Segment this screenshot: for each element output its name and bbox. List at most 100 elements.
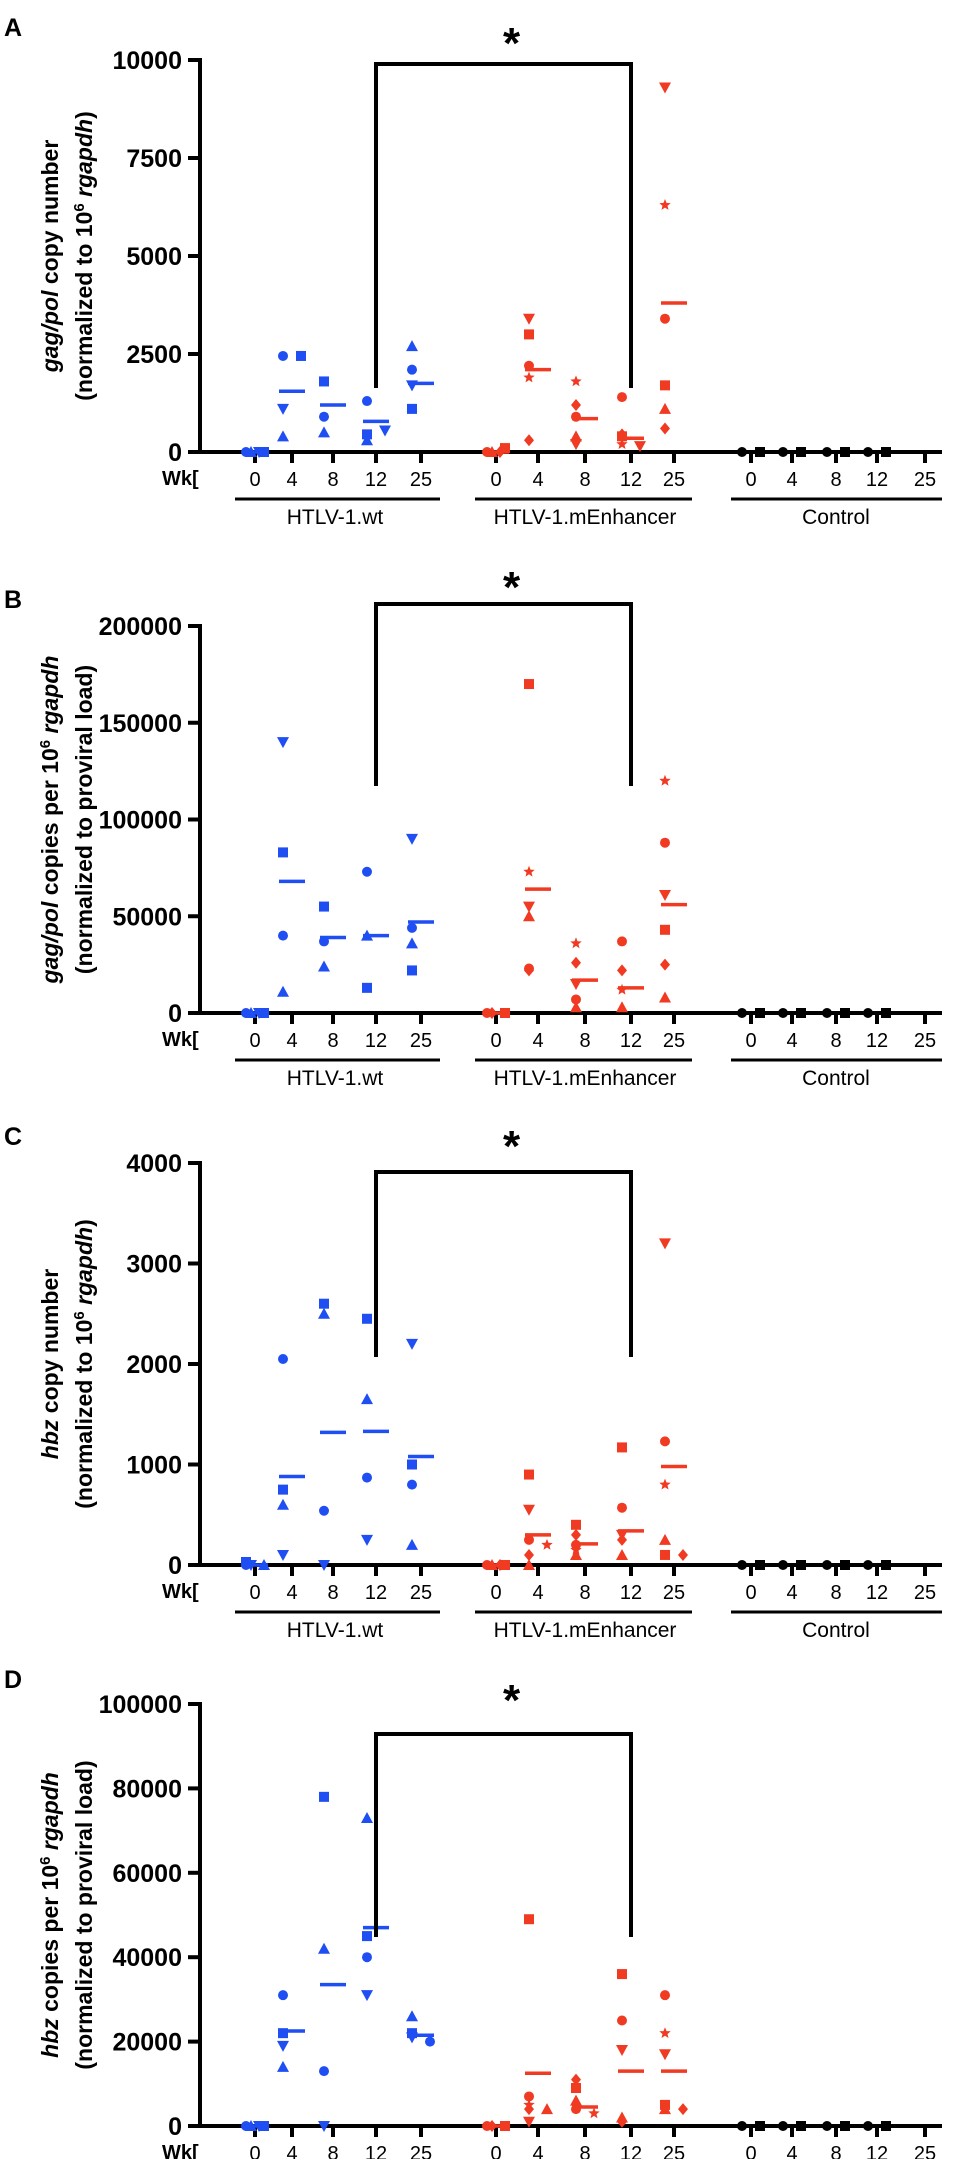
- data-point: [659, 2049, 671, 2061]
- y-axis-title-part: rgapdh: [37, 656, 63, 734]
- y-axis-title-part: 6: [71, 203, 88, 211]
- data-point: [407, 922, 417, 933]
- data-point: [570, 1001, 582, 1013]
- data-point: [659, 2027, 671, 2038]
- y-tick-label: 5000: [126, 243, 182, 271]
- significance-star: *: [503, 19, 521, 68]
- data-point: [362, 982, 372, 993]
- x-tick-label: 8: [579, 2143, 590, 2159]
- data-point: [617, 1969, 627, 1980]
- x-tick-label: 12: [620, 1030, 642, 1052]
- data-point: [796, 1560, 806, 1570]
- x-tick-label: 25: [410, 469, 432, 491]
- y-axis-title-part: rgapdh: [71, 119, 97, 197]
- x-tick-label: 0: [249, 1582, 260, 1604]
- data-point: [755, 447, 765, 457]
- data-point: [570, 430, 582, 442]
- data-point: [319, 901, 329, 912]
- x-tick-label: 8: [327, 2143, 338, 2159]
- data-point: [319, 2066, 329, 2077]
- x-tick-label: 25: [914, 1582, 936, 1604]
- significance-bracket: [374, 1170, 633, 1357]
- data-point: [660, 1990, 670, 2001]
- data-point: [523, 1504, 535, 1516]
- y-axis-title: (normalized to proviral load): [71, 665, 97, 974]
- data-point: [277, 403, 289, 415]
- data-point: [840, 1560, 850, 1570]
- data-point: [500, 443, 510, 454]
- data-point: [296, 350, 306, 361]
- y-tick-label: 0: [168, 2113, 182, 2141]
- data-point: [616, 2045, 628, 2057]
- data-point: [617, 964, 627, 977]
- data-point: [796, 447, 806, 457]
- x-tick-label: 12: [620, 469, 642, 491]
- data-point: [318, 426, 330, 438]
- y-tick-label: 60000: [112, 1860, 182, 1888]
- x-tick-label: 25: [410, 1030, 432, 1052]
- y-axis-title-part: copy number: [37, 140, 63, 291]
- data-point: [362, 1472, 372, 1483]
- data-point: [634, 441, 646, 453]
- data-point: [571, 994, 581, 1005]
- data-point: [881, 447, 891, 457]
- x-tick-label: 4: [786, 2143, 797, 2159]
- group-label: HTLV-1.wt: [287, 1067, 384, 1090]
- data-point: [863, 2121, 873, 2131]
- data-point: [362, 866, 372, 877]
- data-point: [660, 1549, 670, 1560]
- data-point: [541, 2103, 553, 2115]
- x-tick-label: 8: [579, 1030, 590, 1052]
- y-tick-label: 4000: [126, 1150, 182, 1178]
- x-tick-label: 12: [365, 2143, 387, 2159]
- y-tick-label: 80000: [112, 1775, 182, 1803]
- y-axis-title-part: rgapdh: [37, 1772, 63, 1850]
- data-point: [319, 1791, 329, 1802]
- x-tick-label: 4: [786, 469, 797, 491]
- x-tick-label: 25: [914, 1030, 936, 1052]
- data-point: [678, 1548, 688, 1561]
- data-point: [277, 1498, 289, 1510]
- y-axis-title-part: rgapdh: [71, 1227, 97, 1305]
- data-point: [778, 447, 788, 457]
- data-point: [318, 1307, 330, 1319]
- data-point: [407, 1459, 417, 1470]
- data-point: [617, 2115, 627, 2128]
- y-axis-title-part: (normalized to 10: [71, 1320, 97, 1509]
- data-point: [379, 425, 391, 437]
- data-point: [361, 434, 373, 446]
- data-point: [840, 1008, 850, 1018]
- group-label: HTLV-1.mEnhancer: [494, 1619, 677, 1642]
- data-point: [616, 1001, 628, 1013]
- x-tick-label: 4: [786, 1582, 797, 1604]
- y-tick-label: 10000: [112, 47, 182, 75]
- data-point: [778, 1560, 788, 1570]
- data-point: [616, 1548, 628, 1560]
- data-point: [737, 447, 747, 457]
- y-axis-title-part: copy number: [37, 1269, 63, 1420]
- data-point: [319, 376, 329, 387]
- data-point: [659, 199, 671, 210]
- data-point: [755, 1008, 765, 1018]
- x-tick-label: 0: [490, 1030, 501, 1052]
- data-point: [863, 1560, 873, 1570]
- data-point: [755, 1560, 765, 1570]
- x-tick-label: 12: [365, 1030, 387, 1052]
- data-point: [659, 991, 671, 1003]
- y-axis-title: gag/pol copy number: [37, 140, 63, 374]
- data-point: [319, 1298, 329, 1309]
- x-tick-label: 0: [745, 469, 756, 491]
- y-axis-title-part: copies per 10: [37, 1865, 63, 2018]
- data-point: [660, 1436, 670, 1447]
- x-tick-label: 25: [914, 2143, 936, 2159]
- data-point: [617, 1442, 627, 1453]
- data-point: [881, 1560, 891, 1570]
- data-point: [678, 2103, 688, 2116]
- data-point: [524, 1534, 534, 1545]
- y-tick-label: 0: [168, 1552, 182, 1580]
- data-point: [407, 965, 417, 976]
- data-point: [659, 1478, 671, 1490]
